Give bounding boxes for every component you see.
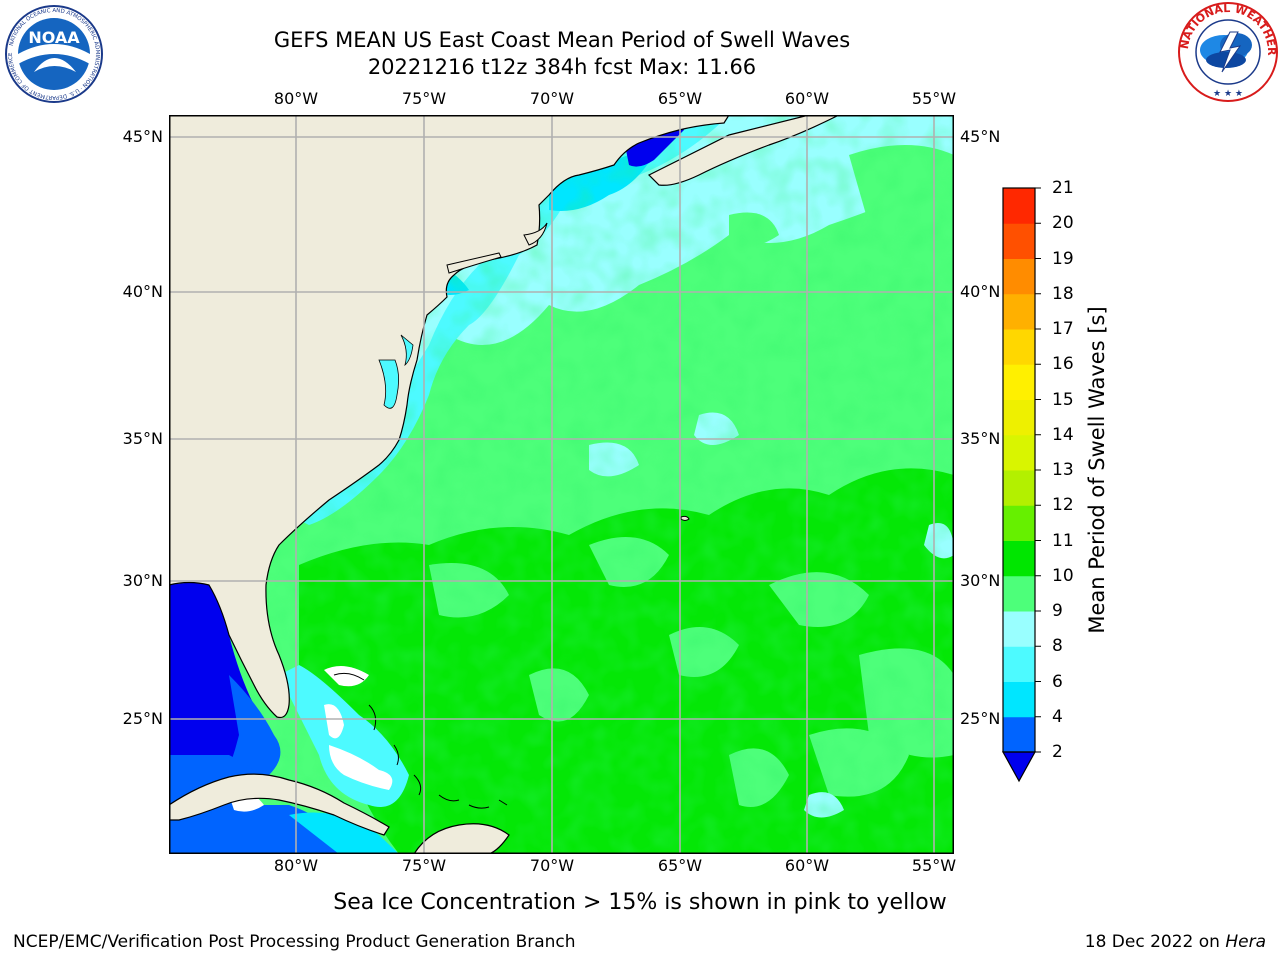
colorbar-tick-label: 20 (1052, 213, 1074, 234)
footer-organization: NCEP/EMC/Verification Post Processing Pr… (13, 932, 576, 952)
sea-ice-note: Sea Ice Concentration > 15% is shown in … (0, 890, 1280, 915)
colorbar-label: Mean Period of Swell Waves [s] (1085, 306, 1109, 634)
colorbar-tick-label: 8 (1052, 636, 1063, 657)
colorbar-segment (1003, 681, 1035, 718)
noaa-logo-text: NOAA (28, 28, 80, 47)
lat-label-right-40n: 40°N (960, 282, 1001, 301)
bermuda (680, 515, 690, 521)
period-4-6-caribbean (289, 812, 399, 854)
noaa-logo: NOAA NATIONAL OCEANIC AND ATMOSPHERIC AD… (5, 5, 103, 103)
colorbar-segment (1003, 399, 1035, 436)
footer-date-text: 18 Dec 2022 on (1084, 932, 1226, 952)
lon-label-top-70w: 70°W (529, 89, 575, 108)
colorbar-tick-label: 21 (1052, 178, 1074, 198)
map-frame (169, 115, 954, 854)
lat-label-left-40n: 40°N (122, 282, 163, 301)
colorbar-tick-label: 14 (1052, 424, 1074, 445)
bahama-bank-2 (329, 745, 393, 790)
colorbar-segment (1003, 611, 1035, 647)
colorbar-tick-label: 13 (1052, 460, 1074, 480)
colorbar-segment (1003, 188, 1035, 224)
sea-ice-note-text: Sea Ice Concentration > 15% is shown in … (333, 890, 947, 915)
lon-label-top-80w: 80°W (273, 89, 319, 108)
colorbar-segment (1003, 434, 1035, 471)
colorbar-segment (1003, 575, 1035, 612)
lat-label-right-25n: 25°N (960, 709, 1001, 728)
little-bahama-bank (324, 666, 369, 687)
footer-date: 18 Dec 2022 on Hera (1085, 932, 1266, 952)
cape-cod (523, 222, 548, 246)
colorbar-tick-label: 11 (1052, 530, 1074, 551)
delaware-bay (400, 334, 414, 367)
long-island (446, 252, 502, 274)
svg-text:★ ★ ★: ★ ★ ★ (1213, 89, 1243, 99)
lon-label-top-55w: 55°W (911, 89, 957, 108)
bahamas-islands (333, 672, 508, 809)
hispaniola (413, 823, 510, 854)
colorbar-segment (1003, 716, 1035, 753)
colorbar-tick-label: 18 (1052, 283, 1074, 304)
colorbar-tick-label: 2 (1052, 742, 1063, 762)
colorbar-tick-label: 4 (1052, 706, 1063, 727)
colorbar-tick-label: 9 (1052, 601, 1063, 621)
colorbar-segment (1003, 364, 1035, 400)
lat-label-right-35n: 35°N (960, 429, 1001, 448)
lon-label-bottom-55w: 55°W (911, 856, 957, 875)
nova-scotia (647, 115, 840, 186)
cuba (169, 773, 390, 836)
colorbar-segments (1003, 188, 1035, 753)
colorbar-segment (1003, 505, 1035, 541)
colorbar-tick-label: 17 (1052, 319, 1074, 339)
lat-label-right-45n: 45°N (960, 127, 1001, 146)
colorbar-tick-label: 6 (1052, 671, 1063, 692)
colorbar-tick-label: 12 (1052, 495, 1074, 516)
colorbar-tick-label: 19 (1052, 248, 1074, 269)
footer-machine: Hera (1225, 932, 1266, 952)
colorbar-tick-label: 16 (1052, 354, 1074, 375)
lon-label-bottom-65w: 65°W (657, 856, 703, 875)
lon-label-bottom-70w: 70°W (529, 856, 575, 875)
colorbar-segment (1003, 258, 1035, 295)
colorbar-under-triangle (1001, 751, 1037, 783)
nws-logo: NATIONAL WEATHER SERVICE ★ ★ ★ (1176, 0, 1278, 102)
lat-label-right-30n: 30°N (960, 571, 1001, 590)
lat-label-left-35n: 35°N (122, 429, 163, 448)
lon-label-top-75w: 75°W (401, 89, 447, 108)
colorbar-segment (1003, 646, 1035, 682)
bahama-bank-1 (324, 704, 344, 739)
lon-label-bottom-75w: 75°W (401, 856, 447, 875)
lon-label-bottom-60w: 60°W (784, 856, 830, 875)
lon-label-top-60w: 60°W (784, 89, 830, 108)
forecast-subtitle: 20221216 t12z 384h fcst Max: 11.66 (367, 55, 757, 79)
swell-period-map (169, 115, 954, 854)
colorbar-segment (1003, 329, 1035, 365)
lon-label-top-65w: 65°W (657, 89, 703, 108)
chart-title: GEFS MEAN US East Coast Mean Period of S… (273, 28, 851, 52)
map-gridlines (169, 115, 954, 854)
colorbar-segment (1003, 470, 1035, 506)
colorbar-tick-label: 10 (1052, 565, 1074, 586)
colorbar (1001, 187, 1041, 783)
lat-label-left-45n: 45°N (122, 127, 163, 146)
chesapeake-bay (378, 359, 399, 409)
north-america-land (169, 115, 730, 719)
lat-label-left-25n: 25°N (122, 709, 163, 728)
colorbar-tick-label: 15 (1052, 389, 1074, 410)
lat-label-left-30n: 30°N (122, 571, 163, 590)
colorbar-segment (1003, 540, 1035, 577)
lon-label-bottom-80w: 80°W (273, 856, 319, 875)
colorbar-segment (1003, 223, 1035, 259)
colorbar-segment (1003, 293, 1035, 330)
